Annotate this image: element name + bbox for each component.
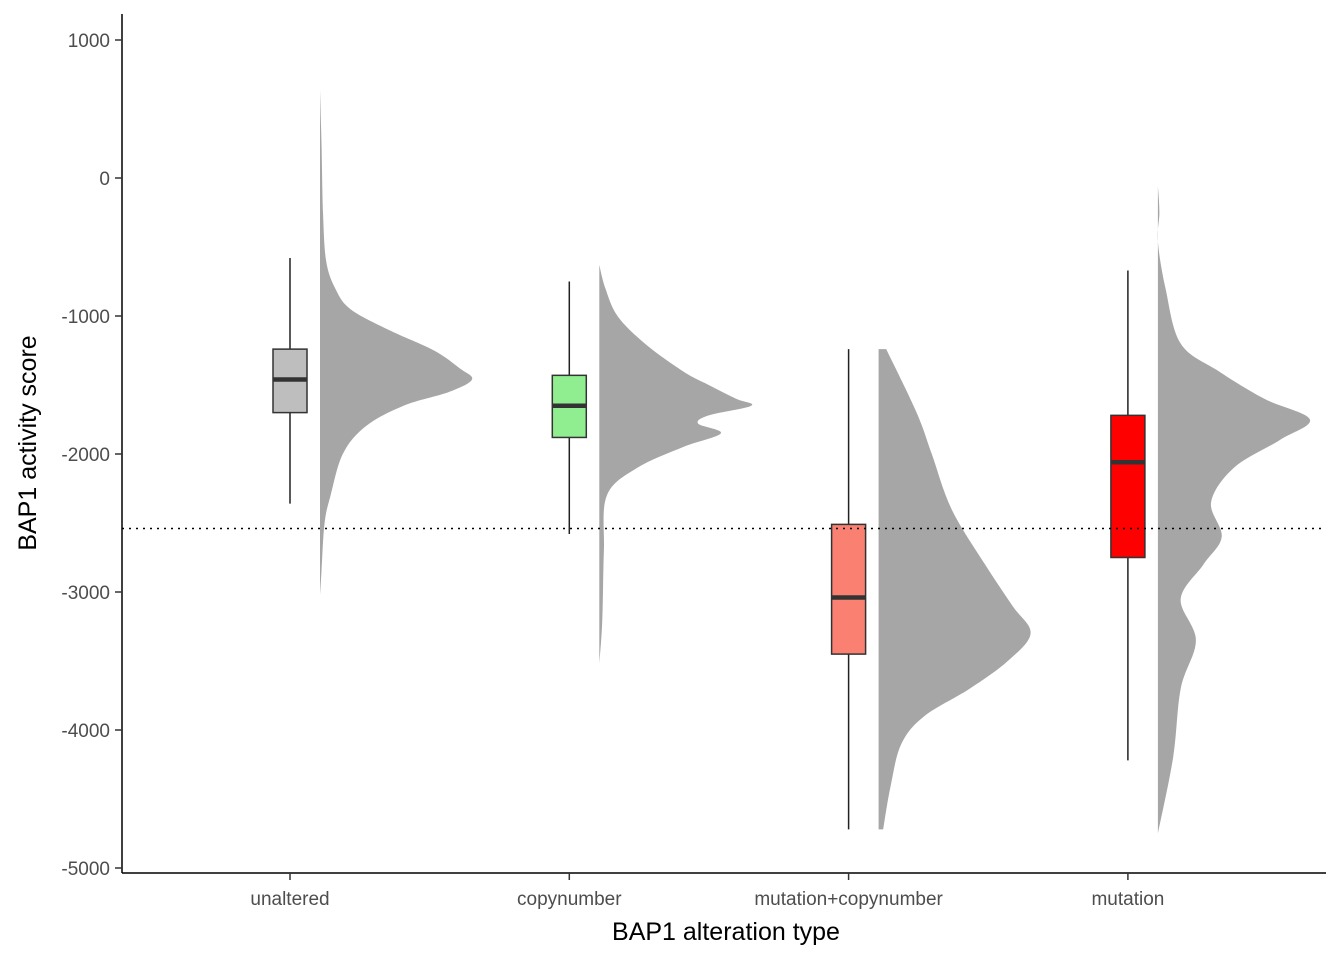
x-tick-label-unaltered: unaltered: [250, 889, 329, 910]
y-tick-label: -4000: [61, 721, 110, 742]
box-mutation-copynumber: [830, 523, 867, 655]
y-tick-label: 0: [99, 169, 110, 190]
y-axis-title: BAP1 activity score: [14, 335, 42, 550]
violin-copynumber: [599, 264, 753, 664]
violin-mutation-copynumber: [878, 349, 1031, 830]
y-tick-label: 1000: [68, 31, 110, 52]
y-tick-label: -2000: [61, 445, 110, 466]
plot-area: [122, 89, 1326, 834]
x-axis-title: BAP1 alteration type: [612, 918, 840, 946]
y-tick-label: -3000: [61, 583, 110, 604]
box-mutation: [1110, 414, 1146, 559]
x-tick-label-copynumber: copynumber: [517, 889, 622, 910]
axes: unaltered copynumber mutation+copynumber mu…: [61, 31, 1164, 910]
x-tick-label-mutation-copynumber: mutation+copynumber: [754, 889, 943, 910]
y-tick-label: -5000: [61, 859, 110, 880]
y-tick-label: -1000: [61, 307, 110, 328]
x-tick-label-mutation: mutation: [1091, 889, 1164, 910]
violin-mutation: [1157, 186, 1311, 834]
violin-unaltered: [320, 89, 473, 595]
